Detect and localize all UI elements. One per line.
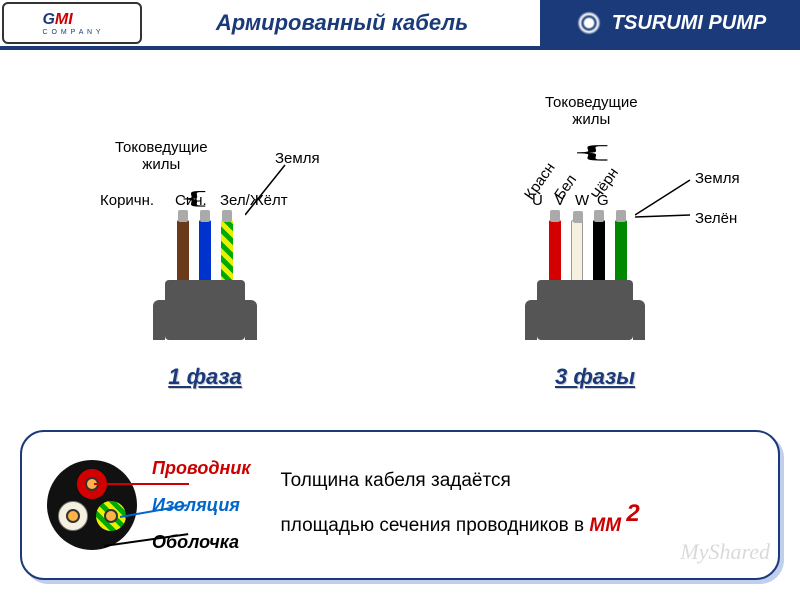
- three-phase-label: 3 фазы: [555, 364, 635, 390]
- cross-text-line2: площадью сечения проводников в ММ 2: [280, 500, 758, 548]
- single-conducting-cores-label: Токоведущиежилы: [115, 140, 208, 173]
- tsurumi-logo: TSURUMI PUMP: [540, 0, 800, 46]
- three-wire-letter-v: V: [555, 192, 565, 209]
- three-ground-label: Земля: [695, 170, 740, 187]
- single-sheath: [165, 280, 245, 340]
- single-wire-label-blue: Син.: [175, 192, 207, 209]
- label-insulation: Изоляция: [152, 495, 250, 516]
- gmi-logo-sub: C O M P A N Y: [42, 29, 101, 36]
- diagrams-row: Токоведущиежилы Земля ﹛ Коричн. Син. Зел…: [0, 50, 800, 410]
- cable-cross-section: [42, 455, 142, 555]
- single-phase-label: 1 фаза: [168, 364, 242, 390]
- three-wire-letter-u: U: [532, 192, 543, 209]
- line-conductor: [94, 483, 189, 485]
- swirl-icon: [574, 8, 604, 38]
- single-phase-diagram: Токоведущиежилы Земля ﹛ Коричн. Син. Зел…: [45, 80, 365, 400]
- three-wire-letter-g: G: [597, 192, 609, 209]
- three-ground-pointer: [635, 175, 695, 225]
- cross-text: Толщина кабеля задаётся площадью сечения…: [260, 462, 758, 548]
- single-ground-pointer: [245, 160, 295, 220]
- three-phase-diagram: Токоведущиежилы ﹛ Земля Зелён Красн Бел …: [435, 80, 755, 400]
- cross-text-line1: Толщина кабеля задаётся: [280, 462, 758, 500]
- cross-core-white: [58, 501, 88, 531]
- gmi-logo: GMI C O M P A N Y: [2, 2, 142, 44]
- label-sheath: Оболочка: [152, 532, 250, 553]
- single-wire-label-brown: Коричн.: [100, 192, 154, 209]
- cross-labels: Проводник Изоляция Оболочка: [152, 458, 250, 553]
- three-sheath: [537, 280, 633, 340]
- three-wire-letter-w: W: [575, 192, 589, 209]
- three-ground-color-label: Зелён: [695, 210, 737, 227]
- three-conducting-cores-label: Токоведущиежилы: [545, 95, 638, 128]
- tsurumi-logo-text: TSURUMI PUMP: [612, 12, 766, 35]
- cross-section-card: Проводник Изоляция Оболочка Толщина кабе…: [20, 430, 780, 580]
- label-conductor: Проводник: [152, 458, 250, 479]
- page-title: Армированный кабель: [144, 0, 540, 46]
- header: GMI C O M P A N Y Армированный кабель TS…: [0, 0, 800, 50]
